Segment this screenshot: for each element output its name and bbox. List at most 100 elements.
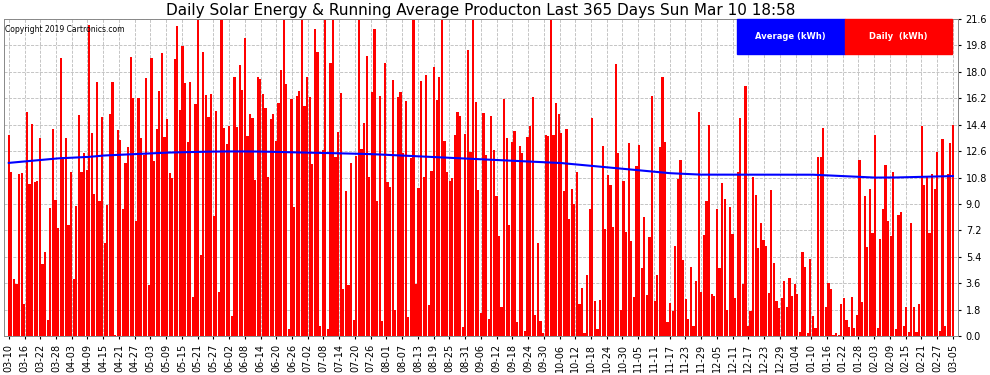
Bar [394,310,396,336]
Bar [568,219,570,336]
Bar [858,160,860,336]
Bar [903,326,905,336]
Bar [18,174,20,336]
Bar [778,308,780,336]
Bar [373,29,375,336]
Text: Average (kWh): Average (kWh) [755,32,826,41]
Bar [703,235,705,336]
Bar [93,194,95,336]
Bar [594,301,596,336]
Bar [845,320,847,336]
Bar [700,292,703,336]
Bar [514,131,516,336]
Bar [171,177,173,336]
Bar [695,281,697,336]
Bar [562,191,565,336]
Bar [921,126,923,336]
Bar [112,82,114,336]
Bar [340,93,342,336]
Bar [21,173,23,336]
Bar [931,174,934,336]
Bar [666,322,668,336]
Bar [740,118,742,336]
Bar [719,268,721,336]
Bar [392,80,394,336]
Bar [371,92,373,336]
Title: Daily Solar Energy & Running Average Producton Last 365 Days Sun Mar 10 18:58: Daily Solar Energy & Running Average Pro… [166,3,796,18]
Bar [742,284,743,336]
Bar [884,165,887,336]
Bar [330,63,332,336]
Bar [631,241,633,336]
Bar [495,196,498,336]
Bar [786,307,788,336]
Bar [767,293,770,336]
Bar [547,136,549,336]
Bar [466,50,469,336]
Bar [200,255,202,336]
Bar [236,127,239,336]
Bar [343,289,345,336]
Bar [879,239,881,336]
Bar [716,209,718,336]
Bar [924,185,926,336]
Bar [617,153,620,336]
Bar [850,297,852,336]
Bar [251,118,253,336]
Bar [625,232,628,336]
Bar [50,208,51,336]
Bar [98,201,101,336]
Bar [368,177,370,336]
Bar [464,134,466,336]
Bar [431,171,433,336]
Bar [352,320,354,336]
Bar [645,295,647,336]
Bar [163,137,165,336]
Bar [213,216,215,336]
Bar [296,96,298,336]
Bar [644,217,645,336]
Bar [844,19,952,54]
Bar [275,141,277,336]
Bar [900,211,902,336]
Bar [322,150,324,336]
Bar [381,321,383,336]
Bar [350,164,352,336]
Bar [436,100,438,336]
Bar [671,311,674,336]
Bar [223,128,225,336]
Bar [754,195,757,336]
Bar [433,67,436,336]
Bar [376,201,378,336]
Bar [415,284,417,336]
Bar [522,153,524,336]
Bar [929,233,931,336]
Bar [651,96,653,336]
Bar [176,26,178,336]
Bar [47,320,49,336]
Bar [692,326,695,336]
Bar [72,279,74,336]
Bar [734,298,737,336]
Bar [586,275,588,336]
Bar [549,20,552,336]
Bar [88,25,90,336]
Bar [583,333,586,336]
Bar [448,181,450,336]
Bar [319,326,321,336]
Bar [75,206,77,336]
Bar [848,327,850,336]
Bar [133,98,135,336]
Bar [573,204,575,336]
Bar [168,173,170,336]
Bar [218,292,220,336]
Bar [905,307,907,336]
Bar [941,139,943,336]
Bar [648,237,650,336]
Bar [138,98,140,336]
Bar [641,267,643,336]
Bar [519,146,521,336]
Bar [357,20,360,336]
Bar [439,77,441,336]
Bar [59,58,61,336]
